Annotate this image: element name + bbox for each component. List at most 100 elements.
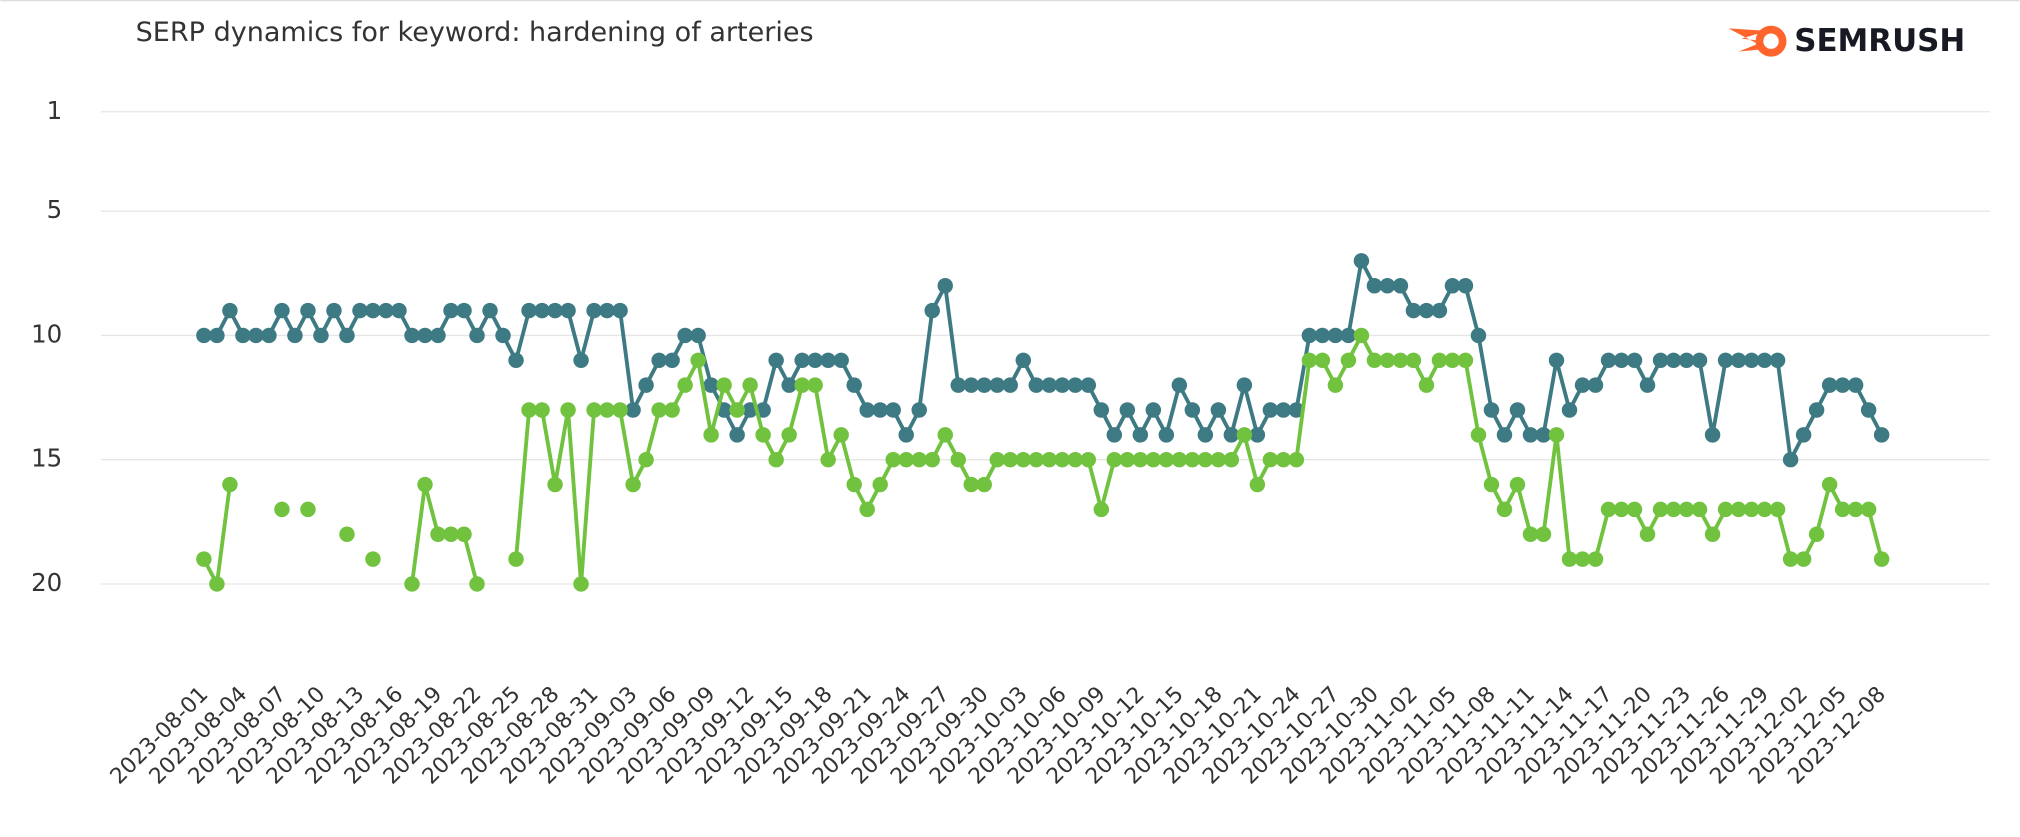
point [339, 327, 355, 344]
point [1197, 427, 1214, 443]
point [1496, 501, 1513, 518]
point [508, 352, 524, 369]
point [1418, 377, 1435, 393]
point [950, 377, 966, 393]
point [1730, 352, 1747, 369]
point [1314, 327, 1331, 344]
point [573, 352, 589, 369]
point [443, 526, 459, 542]
point [898, 427, 914, 443]
point [1795, 551, 1812, 567]
point [1418, 302, 1435, 319]
point [768, 451, 784, 468]
point [1327, 327, 1344, 344]
point [846, 476, 862, 493]
logo: SEMRUSH [1728, 23, 1965, 59]
point [911, 451, 927, 468]
point [911, 402, 927, 418]
point [599, 402, 615, 418]
point [1522, 526, 1539, 542]
point [1782, 551, 1799, 567]
point [1171, 377, 1188, 393]
point [1860, 501, 1877, 518]
point [1717, 352, 1734, 369]
point [768, 352, 784, 369]
point [1470, 327, 1487, 344]
point [1405, 352, 1422, 369]
point [1600, 501, 1617, 518]
point [703, 377, 719, 393]
point [404, 327, 420, 344]
point [274, 501, 290, 518]
point [1223, 427, 1240, 443]
y-tick-label: 5 [47, 195, 63, 224]
point [1756, 501, 1773, 518]
point [651, 402, 667, 418]
point [794, 377, 810, 393]
point [924, 451, 940, 468]
point [1210, 402, 1227, 418]
point [794, 352, 810, 369]
point [1678, 352, 1695, 369]
chart-title: SERP dynamics for keyword: hardening of … [136, 17, 814, 48]
point [261, 327, 277, 344]
point [872, 402, 888, 418]
point [1483, 476, 1500, 493]
point [989, 377, 1005, 393]
point [1366, 278, 1383, 294]
point [1002, 377, 1018, 393]
point [1262, 402, 1279, 418]
point [1106, 427, 1123, 443]
point [1873, 427, 1890, 443]
point [1743, 501, 1760, 518]
point [781, 377, 797, 393]
point [1665, 501, 1682, 518]
point [313, 327, 329, 344]
point [1704, 427, 1721, 443]
point [1340, 327, 1357, 344]
point [937, 278, 953, 294]
point [833, 352, 849, 369]
point [1184, 451, 1201, 468]
point [1171, 451, 1188, 468]
point [807, 377, 823, 393]
point [1288, 451, 1305, 468]
point [417, 476, 433, 493]
point [1275, 402, 1292, 418]
point [1288, 402, 1305, 418]
point [482, 302, 498, 319]
point [391, 302, 407, 319]
point [326, 302, 342, 319]
point [638, 377, 654, 393]
point [677, 327, 693, 344]
point [807, 352, 823, 369]
point [1015, 352, 1031, 369]
point [1600, 352, 1617, 369]
point [1860, 402, 1877, 418]
point [456, 526, 472, 542]
point [729, 427, 745, 443]
point [1613, 352, 1630, 369]
point [1041, 451, 1058, 468]
point [1197, 451, 1214, 468]
point [781, 427, 797, 443]
point [1275, 451, 1292, 468]
point [1639, 526, 1656, 542]
point [1301, 327, 1318, 344]
point [1249, 476, 1266, 493]
point [300, 302, 316, 319]
logo-inner [1763, 33, 1779, 49]
point [222, 476, 238, 493]
point [339, 526, 355, 542]
point [443, 302, 459, 319]
point [1457, 352, 1474, 369]
point [1340, 352, 1357, 369]
point [235, 327, 251, 344]
point [885, 402, 901, 418]
point [1691, 501, 1708, 518]
point [1626, 501, 1643, 518]
point [1431, 352, 1448, 369]
point [1054, 451, 1071, 468]
point [1821, 476, 1838, 493]
point [820, 352, 836, 369]
